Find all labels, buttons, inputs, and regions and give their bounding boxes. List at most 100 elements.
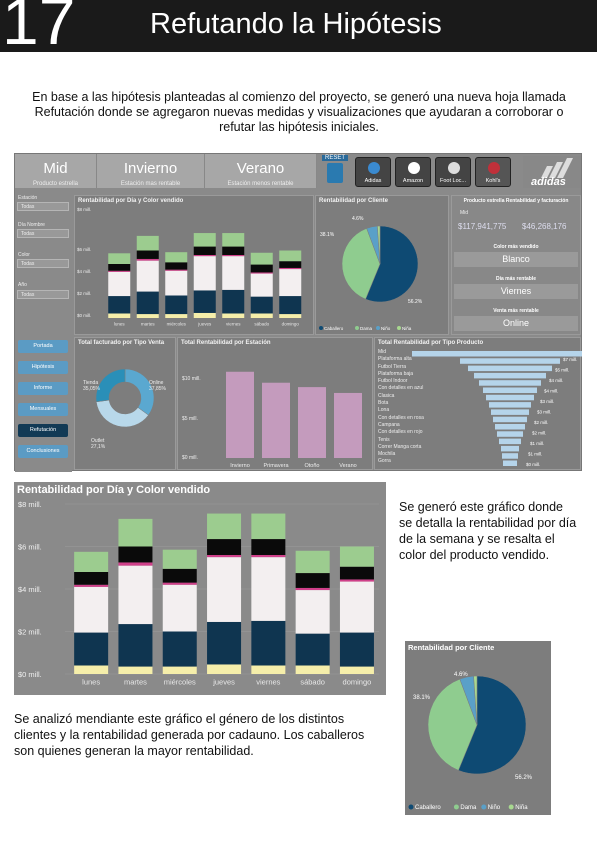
y-tick: $2 mill. — [77, 291, 91, 296]
funnel-value: $3 mill. — [537, 410, 551, 415]
color-value: Blanco — [454, 252, 578, 267]
slicer-station[interactable]: Todas — [17, 202, 69, 211]
x-tick: domingo — [343, 678, 372, 687]
x-tick: domingo — [282, 322, 300, 327]
bar-segment — [222, 246, 245, 255]
x-tick: Verano — [339, 463, 356, 469]
slicer-label: Estación — [18, 195, 38, 201]
bar-segment — [108, 270, 131, 272]
bar-segment — [222, 255, 245, 257]
nav-hipotesis[interactable]: Hipótesis — [18, 361, 68, 374]
color-title: Color más vendido — [493, 244, 539, 250]
bar-segment — [193, 246, 216, 255]
x-tick: Otoño — [305, 463, 320, 469]
brand-amazon-button[interactable]: Amazon — [395, 157, 431, 187]
pie-label: 56.2% — [515, 775, 533, 781]
funnel-value: $5 mill. — [555, 368, 569, 373]
bar-segment — [136, 250, 159, 259]
x-tick: lunes — [114, 322, 126, 327]
slicer-label: Color — [18, 252, 30, 258]
bar-segment — [251, 620, 286, 666]
big-pie-chart: 4.6% 38.1% 56.2% Caballero Dama Niño Niña — [408, 672, 533, 811]
channel-title: Venta más rentable — [493, 308, 539, 314]
bar-segment — [250, 296, 273, 314]
funnel-bar — [486, 394, 534, 401]
station-title: Total Rentabilidad por Estación — [181, 340, 271, 346]
bar-segment — [279, 314, 302, 318]
adidas-stripes-icon — [541, 158, 573, 178]
bar-segment — [339, 632, 374, 667]
slicer-year[interactable]: Todas — [17, 290, 69, 299]
kpi-product: Mid Producto estrella — [15, 154, 97, 188]
brand-adidas-button[interactable]: Adidas — [355, 157, 391, 187]
bar-segment — [74, 572, 109, 585]
bar-segment — [165, 262, 188, 270]
bar-segment — [108, 296, 131, 314]
bar-segment — [339, 566, 374, 580]
bar-segment — [222, 289, 245, 314]
bar-segment — [162, 631, 197, 667]
filter-panel: Estación Todas Día Nombre Todas Color To… — [15, 190, 72, 472]
brand-footlocker-button[interactable]: Foot Loc... — [435, 157, 471, 187]
logo-text: adidas — [531, 176, 566, 188]
slicer-day[interactable]: Todas — [17, 229, 69, 238]
funnel-bar — [501, 445, 519, 452]
x-tick: jueves — [197, 322, 212, 327]
nav-portada[interactable]: Portada — [18, 340, 68, 353]
trash-icon — [327, 163, 343, 183]
intro-text: En base a las hipótesis planteadas al co… — [32, 90, 566, 134]
bar-segment — [250, 252, 273, 265]
slicer-color[interactable]: Todas — [17, 259, 69, 268]
station-tick: $5 mill. — [182, 416, 198, 422]
y-tick: $2 mill. — [18, 628, 42, 637]
bar-segment — [250, 273, 273, 297]
mini-pie-card: Rentabilidad por Cliente 4.6% 38.1% 56.2% C… — [315, 195, 449, 335]
bar-segment — [207, 555, 242, 558]
legend-label: Dama — [360, 326, 373, 331]
nav-informe[interactable]: Informe — [18, 382, 68, 395]
bar-segment — [222, 313, 245, 318]
legend-label: Dama — [460, 805, 477, 811]
nav-refutacion[interactable]: Refutación — [18, 424, 68, 437]
bar-segment — [136, 258, 159, 261]
station-tick: $0 mill. — [182, 455, 198, 461]
bar-segment — [108, 271, 131, 297]
bar-segment — [162, 568, 197, 583]
x-tick: miércoles — [164, 678, 196, 687]
kpi-best-season: Invierno Estación mas rentable — [97, 154, 205, 188]
day-title: Día más rentable — [495, 276, 537, 282]
channel-value: Online — [454, 316, 578, 331]
funnel-value: $4 mill. — [549, 378, 563, 383]
funnel-bar — [483, 387, 537, 393]
reset-button[interactable]: RESET — [319, 154, 351, 188]
bar-segment — [74, 586, 109, 633]
donut-label: Tienda 35,05% — [83, 380, 100, 392]
bar-segment — [118, 666, 153, 674]
funnel-label: Con detalles en azul — [378, 385, 424, 392]
bar-segment — [165, 314, 188, 318]
brand-label: Adidas — [364, 178, 382, 184]
bar-segment — [136, 291, 159, 315]
legend-dot — [508, 804, 514, 810]
legend-label: Caballero — [324, 326, 344, 331]
x-tick: viernes — [256, 678, 280, 687]
pie-slice — [124, 368, 155, 416]
bar — [226, 371, 254, 458]
y-tick: $4 mill. — [18, 585, 42, 594]
pie-slice — [341, 228, 381, 300]
nav-mensuales[interactable]: Mensuales — [18, 403, 68, 416]
bar-segment — [279, 267, 302, 270]
station-card: Total Rentabilidad por Estación $10 mill… — [177, 337, 373, 470]
bar-segment — [339, 581, 374, 633]
big-chart-title: Rentabilidad por Día y Color vendido — [17, 484, 211, 496]
nav-conclusiones[interactable]: Conclusiones — [18, 445, 68, 458]
x-tick: martes — [141, 322, 156, 327]
funnel-value: $4 mill. — [544, 389, 558, 394]
bar-segment — [250, 272, 273, 274]
bar-segment — [136, 260, 159, 292]
brand-kohls-button[interactable]: Kohl's — [475, 157, 511, 187]
bar-segment — [339, 579, 374, 582]
bar-segment — [74, 665, 109, 674]
funnel-label: Mochila — [378, 451, 396, 458]
legend-dot — [408, 804, 414, 810]
